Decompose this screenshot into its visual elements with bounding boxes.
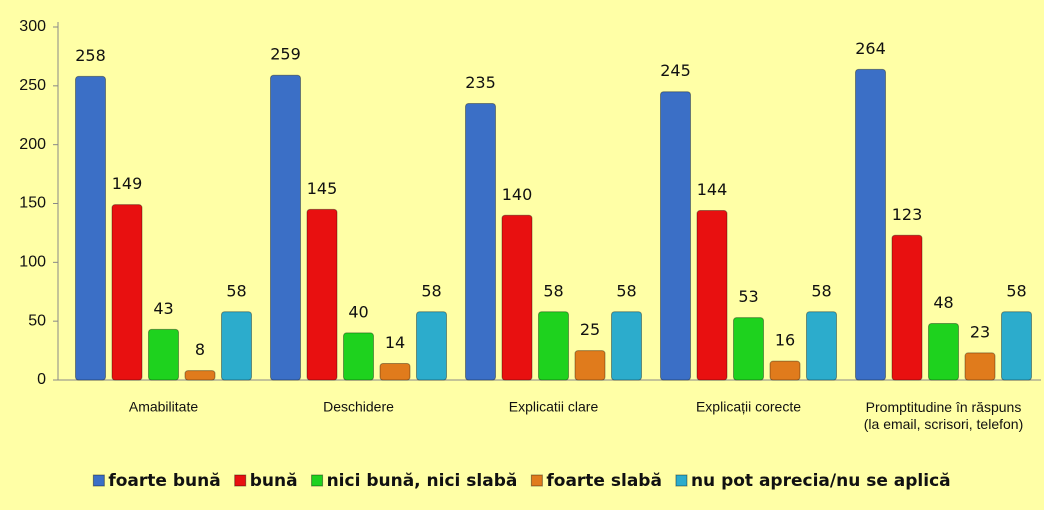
- value-label: 58: [226, 281, 246, 300]
- bar: [184, 370, 216, 381]
- value-label: 145: [307, 179, 338, 198]
- bar: [696, 210, 728, 381]
- bar: [891, 234, 923, 381]
- value-label: 149: [112, 174, 143, 193]
- bar: [538, 311, 569, 381]
- value-label: 48: [933, 293, 953, 312]
- legend-swatch: [530, 474, 543, 487]
- bar: [75, 75, 106, 381]
- bar: [611, 311, 642, 381]
- legend-label: bună: [250, 471, 298, 491]
- value-label: 43: [153, 299, 173, 318]
- legend-swatch: [234, 474, 247, 487]
- bar: [416, 311, 447, 381]
- bar: [660, 91, 691, 381]
- y-tick-label: 50: [28, 312, 46, 329]
- y-tick-label: 250: [19, 77, 46, 94]
- legend-swatch: [675, 474, 688, 487]
- bar: [221, 311, 252, 381]
- y-tick-label: 300: [19, 18, 46, 35]
- y-tick-label: 200: [19, 136, 46, 153]
- value-label: 53: [738, 287, 758, 306]
- x-tick-label: Explicatii clare: [509, 399, 599, 415]
- bar: [733, 317, 764, 381]
- bar: [964, 352, 996, 381]
- bar: [379, 363, 411, 381]
- bar: [343, 332, 374, 381]
- value-label: 235: [465, 73, 496, 92]
- x-tick-label: Promptitudine în răspuns (la email, scris…: [864, 399, 1024, 432]
- legend-label: foarte bună: [108, 471, 220, 491]
- bar: [806, 311, 837, 381]
- value-label: 40: [348, 302, 368, 321]
- bar: [306, 208, 338, 381]
- value-label: 58: [543, 281, 563, 300]
- bar: [855, 68, 886, 381]
- bar: [465, 102, 496, 381]
- bar: [111, 204, 143, 381]
- legend: foarte bună bună nici bună, nici slabă foar…: [92, 471, 951, 491]
- bar: [270, 74, 301, 381]
- value-label: 23: [970, 322, 990, 341]
- legend-label: nu pot aprecia/nu se aplică: [691, 471, 951, 491]
- legend-swatch: [311, 474, 324, 487]
- bar: [1001, 311, 1032, 381]
- value-label: 123: [892, 205, 923, 224]
- value-label: 25: [580, 320, 600, 339]
- value-label: 245: [660, 61, 691, 80]
- value-label: 140: [502, 185, 533, 204]
- value-label: 58: [421, 281, 441, 300]
- x-tick-label: Deschidere: [323, 399, 394, 415]
- legend-label: nici bună, nici slabă: [327, 471, 518, 491]
- value-label: 58: [616, 281, 636, 300]
- value-label: 8: [195, 340, 205, 359]
- value-label: 14: [385, 333, 405, 352]
- value-label: 58: [811, 281, 831, 300]
- value-label: 16: [775, 331, 795, 350]
- value-label: 58: [1006, 281, 1026, 300]
- bar: [148, 328, 179, 381]
- x-tick-label: Explicații corecte: [696, 399, 801, 415]
- value-label: 264: [855, 39, 886, 58]
- value-label: 144: [697, 180, 728, 199]
- x-tick-label: Amabilitate: [129, 399, 198, 415]
- bar: [769, 360, 801, 381]
- y-tick-label: 100: [19, 254, 46, 271]
- value-label: 258: [75, 46, 106, 65]
- y-tick-label: 150: [19, 195, 46, 212]
- bar: [574, 350, 606, 381]
- bar: [928, 323, 959, 381]
- bar: [501, 214, 533, 381]
- legend-swatch: [92, 474, 105, 487]
- legend-label: foarte slabă: [546, 471, 662, 491]
- value-label: 259: [270, 45, 301, 64]
- y-tick-label: 0: [37, 371, 46, 388]
